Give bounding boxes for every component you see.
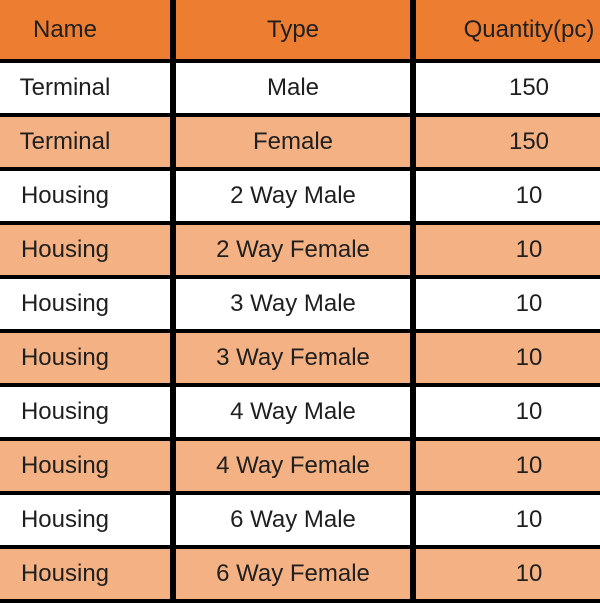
column-header-type: Type	[170, 0, 416, 63]
cell-name: Housing	[0, 329, 176, 387]
cell-type: 4 Way Male	[170, 383, 416, 441]
cell-type: 2 Way Female	[170, 221, 416, 279]
cell-name: Housing	[0, 491, 176, 549]
cell-quantity: 10	[410, 437, 600, 495]
cell-type: 3 Way Female	[170, 329, 416, 387]
cell-name: Housing	[0, 545, 176, 603]
table-row: Terminal Female 150	[0, 113, 600, 171]
table-row: Housing 3 Way Female 10	[0, 329, 600, 387]
cell-name: Housing	[0, 167, 176, 225]
cell-type: 3 Way Male	[170, 275, 416, 333]
table-row: Housing 4 Way Female 10	[0, 437, 600, 495]
cell-quantity: 10	[410, 545, 600, 603]
cell-type: 6 Way Female	[170, 545, 416, 603]
cell-quantity: 10	[410, 221, 600, 279]
cell-quantity: 10	[410, 275, 600, 333]
column-header-quantity: Quantity(pc)	[410, 0, 600, 63]
cell-type: 6 Way Male	[170, 491, 416, 549]
cell-name: Housing	[0, 275, 176, 333]
cell-quantity: 10	[410, 383, 600, 441]
table-row: Housing 6 Way Female 10	[0, 545, 600, 603]
cell-name: Housing	[0, 383, 176, 441]
cell-name: Terminal	[0, 59, 176, 117]
cell-quantity: 10	[410, 329, 600, 387]
cell-type: Female	[170, 113, 416, 171]
table-row: Housing 4 Way Male 10	[0, 383, 600, 441]
cell-quantity: 150	[410, 59, 600, 117]
cell-type: Male	[170, 59, 416, 117]
column-header-name: Name	[0, 0, 176, 63]
table-row: Housing 6 Way Male 10	[0, 491, 600, 549]
cell-quantity: 150	[410, 113, 600, 171]
table-row: Housing 2 Way Female 10	[0, 221, 600, 279]
cell-quantity: 10	[410, 491, 600, 549]
header-row: Name Type Quantity(pc)	[0, 0, 600, 63]
cell-name: Terminal	[0, 113, 176, 171]
cell-quantity: 10	[410, 167, 600, 225]
cell-name: Housing	[0, 221, 176, 279]
cell-type: 2 Way Male	[170, 167, 416, 225]
table-row: Housing 3 Way Male 10	[0, 275, 600, 333]
cell-name: Housing	[0, 437, 176, 495]
table-row: Terminal Male 150	[0, 59, 600, 117]
table-row: Housing 2 Way Male 10	[0, 167, 600, 225]
cell-type: 4 Way Female	[170, 437, 416, 495]
